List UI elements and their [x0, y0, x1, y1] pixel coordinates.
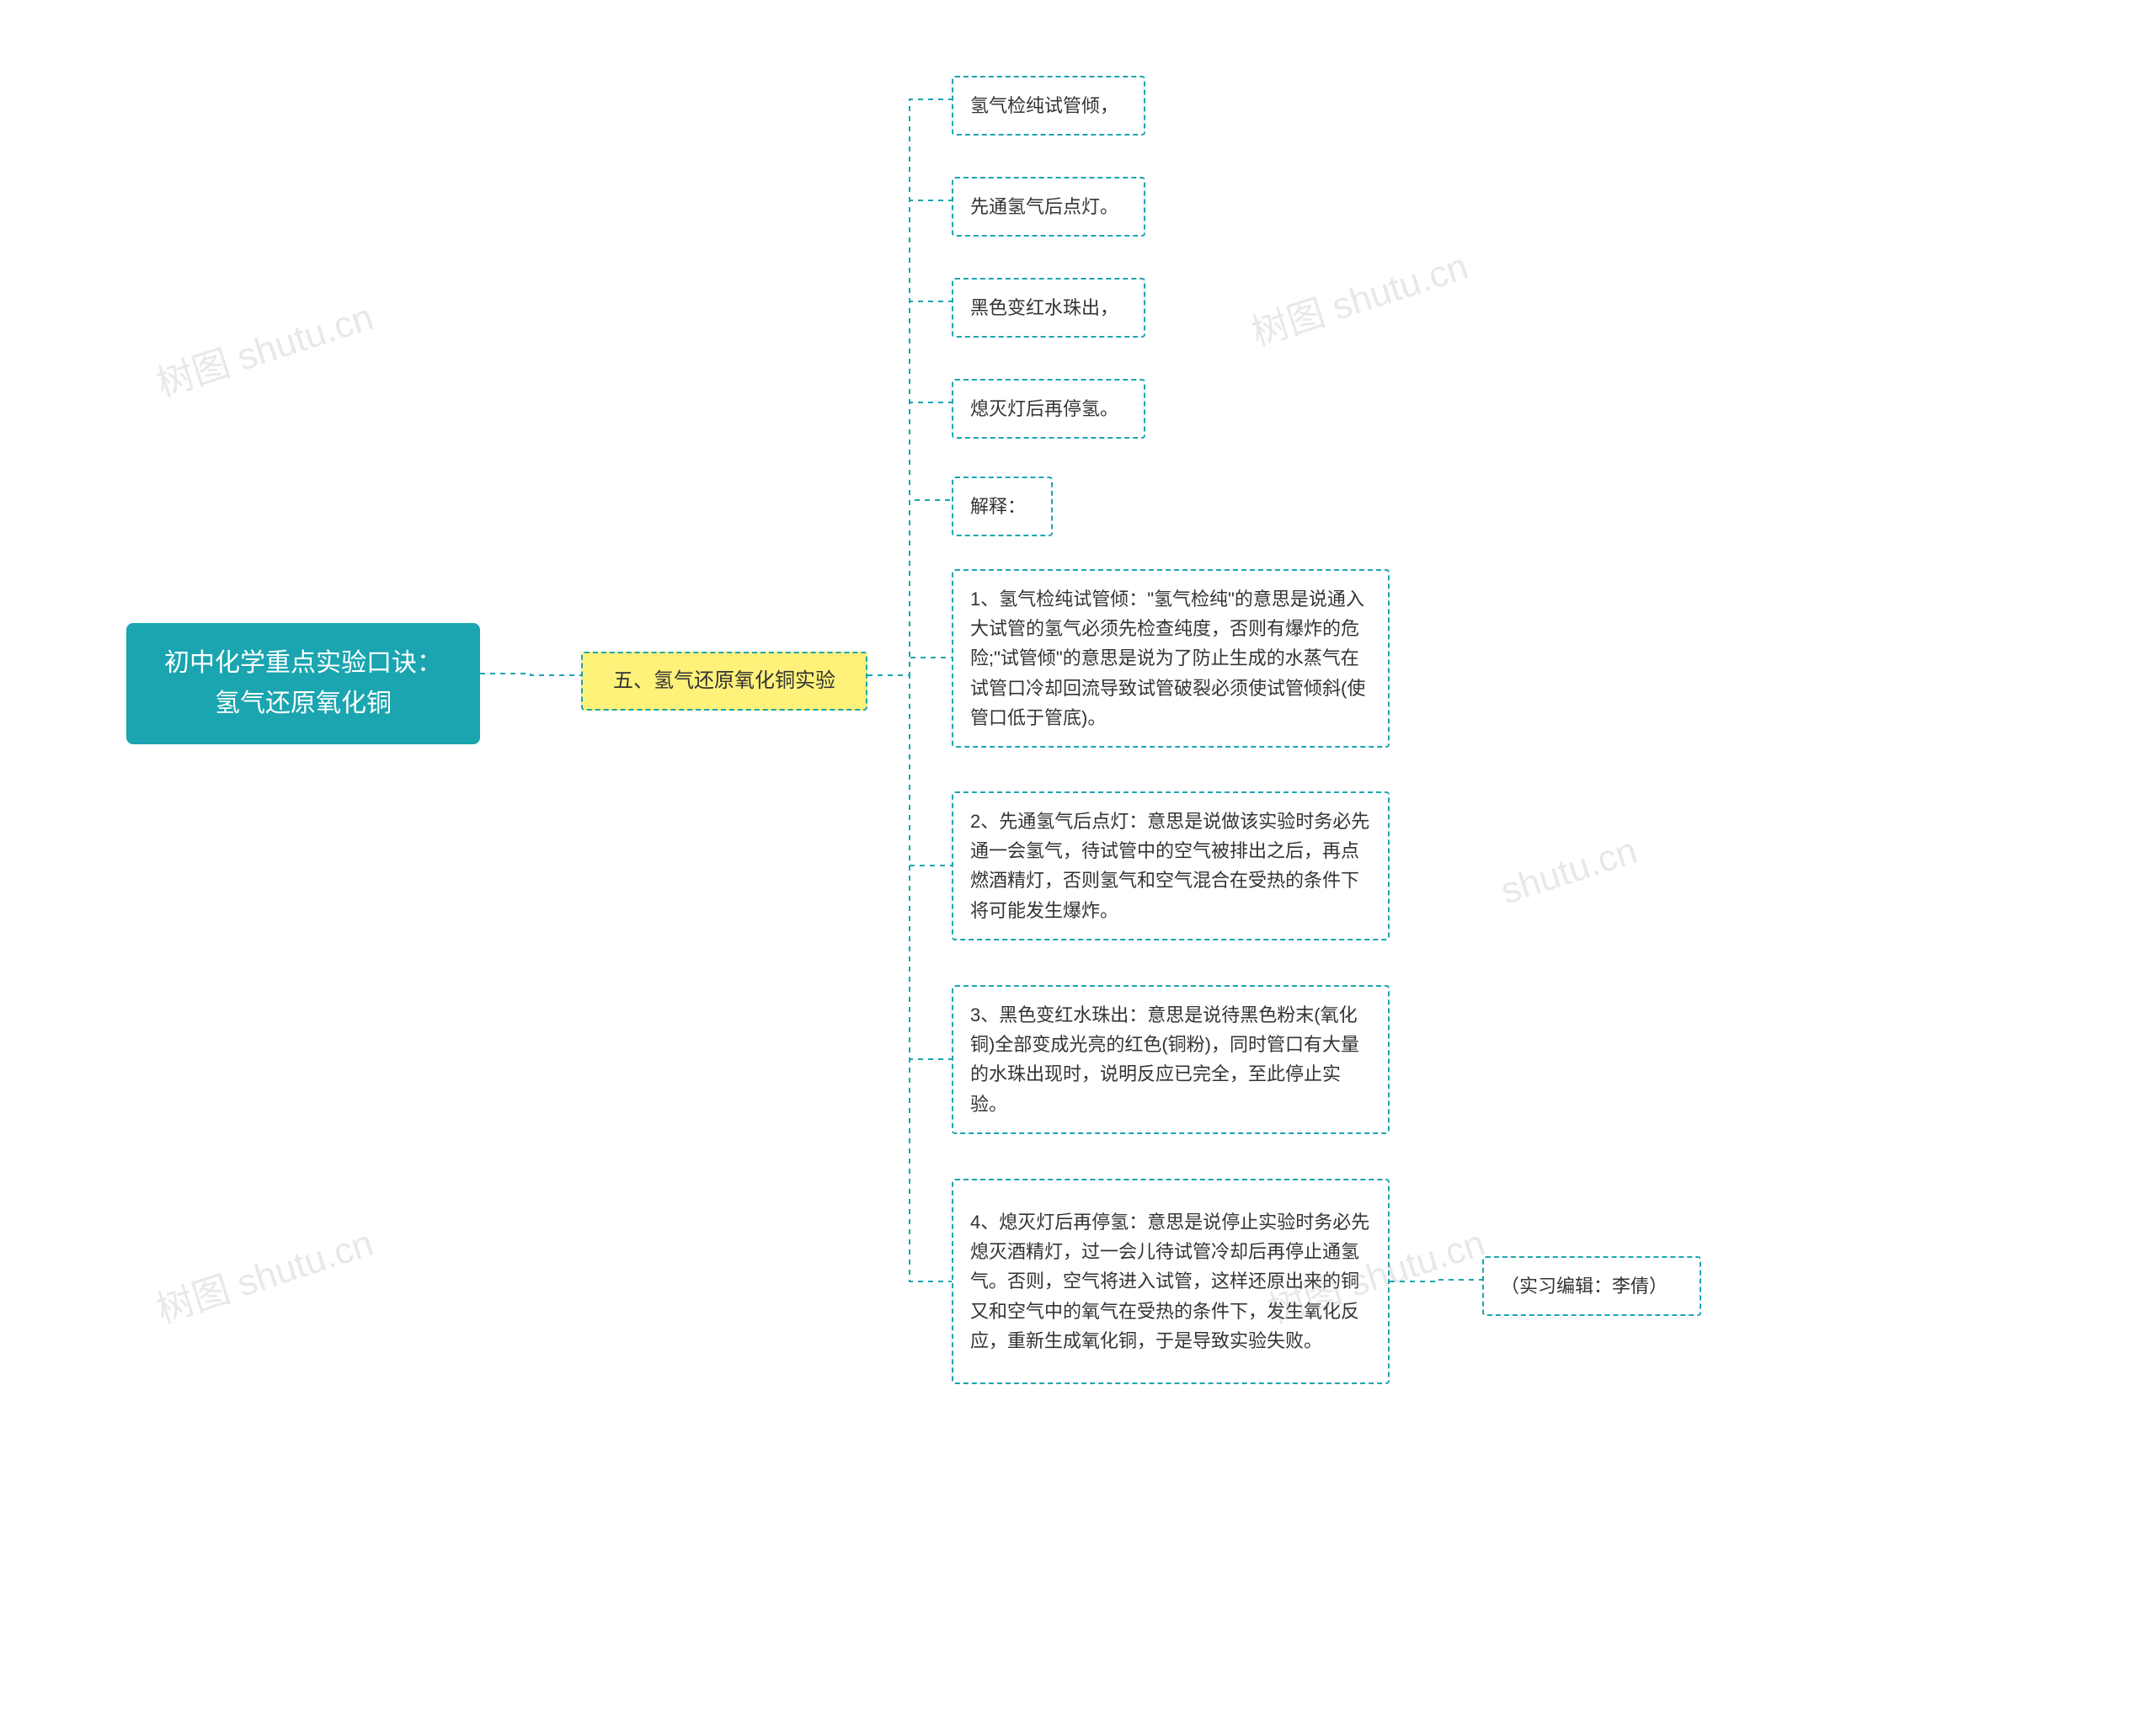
leaf-node-3: 熄灭灯后再停氢。 [952, 379, 1145, 439]
watermark: shutu.cn [1496, 830, 1642, 914]
leaf-node-6: 2、先通氢气后点灯：意思是说做该实验时务必先通一会氢气，待试管中的空气被排出之后… [952, 791, 1390, 940]
watermark: 树图 shutu.cn [1244, 236, 1474, 356]
branch-label: 五、氢气还原氧化铜实验 [613, 665, 835, 697]
leaf-text: 2、先通氢气后点灯：意思是说做该实验时务必先通一会氢气，待试管中的空气被排出之后… [970, 807, 1371, 925]
root-node: 初中化学重点实验口诀： 氢气还原氧化铜 [126, 623, 480, 744]
subleaf-text: （实习编辑：李倩） [1501, 1271, 1683, 1301]
root-line2: 氢气还原氧化铜 [215, 690, 392, 717]
leaf-node-2: 黑色变红水珠出， [952, 278, 1145, 338]
leaf-text: 1、氢气检纯试管倾："氢气检纯"的意思是说通入大试管的氢气必须先检查纯度，否则有… [970, 584, 1371, 732]
leaf-node-1: 先通氢气后点灯。 [952, 177, 1145, 237]
leaf-text: 黑色变红水珠出， [970, 293, 1127, 322]
branch-node: 五、氢气还原氧化铜实验 [581, 652, 867, 711]
watermark: 树图 shutu.cn [149, 286, 379, 407]
leaf-node-4: 解释： [952, 477, 1053, 536]
leaf-text: 先通氢气后点灯。 [970, 192, 1127, 221]
leaf-node-8: 4、熄灭灯后再停氢：意思是说停止实验时务必先熄灭酒精灯，过一会儿待试管冷却后再停… [952, 1179, 1390, 1384]
subleaf-node: （实习编辑：李倩） [1482, 1256, 1701, 1316]
leaf-text: 熄灭灯后再停氢。 [970, 394, 1127, 424]
leaf-text: 解释： [970, 492, 1034, 521]
leaf-node-5: 1、氢气检纯试管倾："氢气检纯"的意思是说通入大试管的氢气必须先检查纯度，否则有… [952, 569, 1390, 748]
leaf-text: 4、熄灭灯后再停氢：意思是说停止实验时务必先熄灭酒精灯，过一会儿待试管冷却后再停… [970, 1207, 1371, 1356]
leaf-node-7: 3、黑色变红水珠出：意思是说待黑色粉末(氧化铜)全部变成光亮的红色(铜粉)，同时… [952, 985, 1390, 1134]
leaf-text: 3、黑色变红水珠出：意思是说待黑色粉末(氧化铜)全部变成光亮的红色(铜粉)，同时… [970, 1000, 1371, 1119]
root-line1: 初中化学重点实验口诀： [164, 649, 442, 677]
watermark: 树图 shutu.cn [149, 1212, 379, 1333]
leaf-node-0: 氢气检纯试管倾， [952, 76, 1145, 136]
leaf-text: 氢气检纯试管倾， [970, 91, 1127, 120]
